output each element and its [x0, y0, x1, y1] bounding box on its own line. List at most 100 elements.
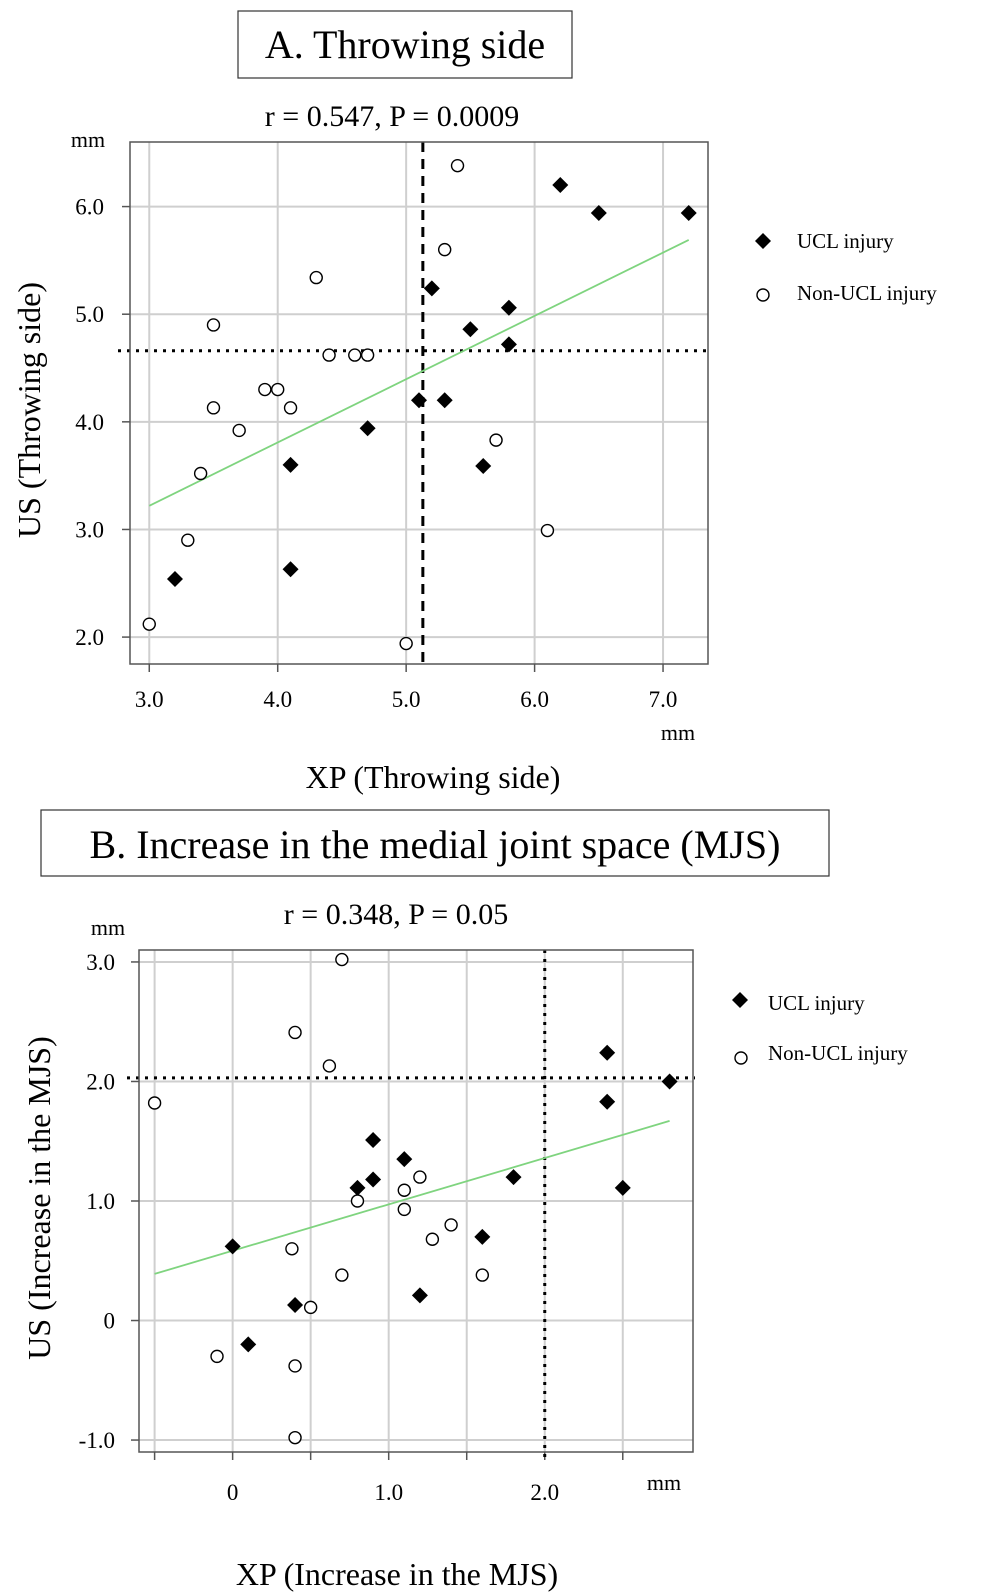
panel-a-title: A. Throwing side — [265, 22, 545, 67]
y-tick-label: 5.0 — [75, 302, 104, 327]
non-ucl-injury-point — [271, 382, 285, 397]
ucl-injury-point — [411, 1287, 428, 1304]
panel-b-x-axis-label: XP (Increase in the MJS) — [236, 1556, 558, 1592]
ucl-injury-point — [552, 177, 569, 194]
ucl-injury-point — [349, 1179, 366, 1196]
panel-a-legend-circle-marker — [756, 288, 770, 302]
panel-a-tick-labels: 3.0 4.0 5.0 6.0 7.0 2.0 3.0 4.0 5.0 6.0 — [75, 195, 677, 712]
ucl-injury-point — [436, 392, 453, 409]
y-tick-label: 2.0 — [86, 1069, 115, 1094]
ucl-injury-point — [287, 1296, 304, 1313]
panel-b-legend: UCL injury Non-UCL injury — [732, 991, 908, 1065]
non-ucl-injury-point — [322, 1059, 337, 1073]
panel-b-data-points — [147, 952, 678, 1445]
panel-b-legend-non-ucl-label: Non-UCL injury — [768, 1041, 908, 1065]
non-ucl-injury-point — [288, 1025, 302, 1040]
x-tick-label: 3.0 — [135, 687, 164, 712]
non-ucl-injury-point — [283, 401, 298, 415]
panel-b-title-box — [40, 809, 830, 877]
non-ucl-injury-point — [142, 617, 156, 631]
panel-a-legend-non-ucl-label: Non-UCL injury — [797, 281, 937, 305]
non-ucl-injury-point — [348, 348, 362, 362]
ucl-injury-point — [365, 1132, 382, 1149]
non-ucl-injury-point — [350, 1194, 365, 1208]
ucl-injury-point — [166, 570, 183, 587]
non-ucl-injury-point — [425, 1232, 440, 1246]
ucl-injury-point — [475, 457, 492, 474]
panel-b-gridlines — [131, 950, 693, 1460]
panel-b-reference-lines — [127, 950, 695, 1457]
x-tick-label: 1.0 — [374, 1480, 403, 1505]
non-ucl-injury-point — [475, 1268, 490, 1282]
regression-fit-line — [148, 239, 690, 507]
non-ucl-injury-point — [322, 348, 336, 362]
non-ucl-injury-point — [335, 952, 349, 967]
panel-b-x-unit: mm — [647, 1470, 681, 1495]
panel-a-legend-ucl-label: UCL injury — [797, 229, 894, 253]
non-ucl-injury-point — [397, 1183, 411, 1197]
non-ucl-injury-point — [540, 523, 555, 538]
non-ucl-injury-point — [193, 466, 208, 481]
ucl-injury-point — [590, 205, 607, 222]
panel-a-title-box — [237, 10, 573, 79]
y-tick-label: 0 — [104, 1309, 116, 1334]
ucl-injury-point — [500, 299, 517, 316]
non-ucl-injury-point — [147, 1096, 162, 1110]
panel-b-legend-ucl-label: UCL injury — [768, 991, 865, 1015]
panel-a-x-axis-label: XP (Throwing side) — [306, 759, 561, 795]
panel-b-legend-circle-marker — [734, 1051, 748, 1065]
x-tick-label: 4.0 — [263, 687, 292, 712]
ucl-injury-point — [224, 1238, 241, 1255]
y-tick-label: 2.0 — [75, 625, 104, 650]
panel-b-y-unit: mm — [91, 915, 125, 940]
x-tick-label: 6.0 — [520, 687, 549, 712]
non-ucl-injury-point — [258, 382, 272, 397]
y-tick-label: 1.0 — [86, 1189, 115, 1214]
non-ucl-injury-point — [206, 318, 221, 332]
ucl-injury-point — [365, 1171, 382, 1188]
regression-fit-line — [154, 1120, 670, 1275]
ucl-injury-point — [462, 321, 479, 338]
non-ucl-injury-point — [399, 636, 413, 651]
ucl-injury-point — [505, 1169, 522, 1186]
panel-a-legend-diamond-marker — [755, 233, 771, 249]
panel-a-reference-lines — [118, 142, 710, 669]
ucl-injury-point — [411, 392, 427, 409]
panel-b-y-axis-label: US (Increase in the MJS) — [21, 1036, 57, 1359]
panel-b-title: B. Increase in the medial joint space (M… — [90, 822, 781, 867]
panel-b-tick-labels: 0 1.0 2.0 -1.0 0 1.0 2.0 3.0 — [79, 950, 560, 1505]
non-ucl-injury-point — [210, 1349, 224, 1364]
ucl-injury-point — [282, 561, 299, 578]
ucl-injury-point — [474, 1228, 491, 1245]
x-tick-label: 2.0 — [530, 1480, 559, 1505]
x-tick-label: 5.0 — [392, 687, 421, 712]
panel-a-plot-frame — [129, 141, 709, 665]
panel-b-plot-frame — [138, 949, 694, 1453]
panel-b-legend-diamond-marker — [732, 992, 748, 1008]
ucl-injury-point — [282, 456, 299, 473]
y-tick-label: 3.0 — [75, 517, 104, 542]
panel-b-regression-line — [154, 1120, 670, 1275]
panel-b-statistics: r = 0.348, P = 0.05 — [284, 898, 508, 931]
panel-a-x-unit: mm — [661, 720, 695, 745]
non-ucl-injury-point — [181, 533, 195, 547]
non-ucl-injury-point — [335, 1268, 349, 1282]
non-ucl-injury-point — [206, 401, 221, 415]
non-ucl-injury-point — [413, 1170, 427, 1184]
ucl-injury-point — [240, 1336, 257, 1353]
non-ucl-injury-point — [309, 270, 323, 285]
ucl-injury-point — [599, 1093, 616, 1110]
ucl-injury-point — [661, 1073, 678, 1090]
y-tick-label: -1.0 — [79, 1428, 115, 1453]
non-ucl-injury-point — [232, 423, 246, 438]
ucl-injury-point — [614, 1179, 631, 1196]
x-tick-label: 0 — [227, 1480, 239, 1505]
non-ucl-injury-point — [437, 242, 452, 257]
non-ucl-injury-point — [489, 433, 503, 447]
panel-a-data-points — [142, 158, 697, 651]
non-ucl-injury-point — [397, 1202, 411, 1217]
ucl-injury-point — [680, 205, 697, 222]
non-ucl-injury-point — [450, 158, 465, 173]
ucl-injury-point — [500, 336, 517, 353]
